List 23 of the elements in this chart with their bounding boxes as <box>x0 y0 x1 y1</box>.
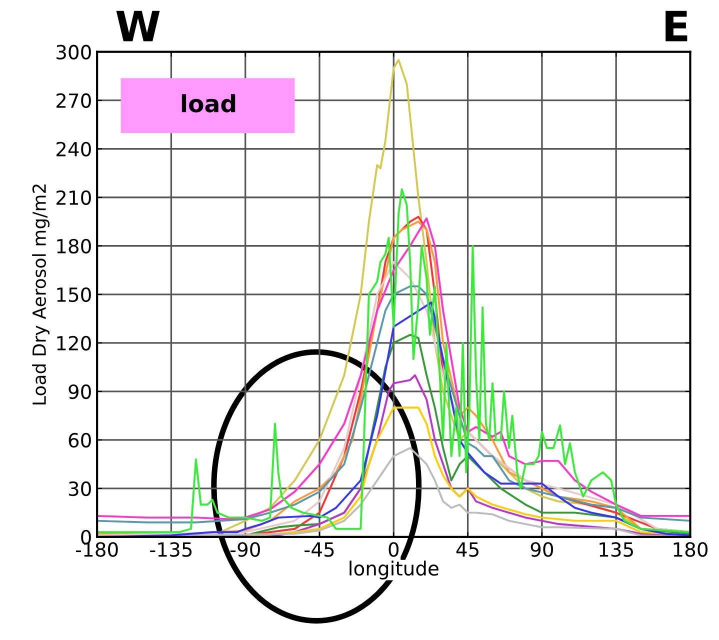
x-tick-label: 0 <box>388 542 399 557</box>
y-tick-label: 60 <box>68 432 91 448</box>
y-tick-label: 240 <box>56 142 91 157</box>
y-tick-label: 300 <box>56 44 91 60</box>
y-tick-label: 120 <box>57 336 91 351</box>
y-tick-label: 90 <box>68 384 91 400</box>
y-tick-label: 270 <box>56 93 91 108</box>
x-tick-label: 90 <box>530 542 554 557</box>
y-tick-label: 180 <box>57 238 91 254</box>
x-tick-label: 135 <box>600 542 633 557</box>
x-tick-label: 45 <box>456 542 478 557</box>
x-tick-label: -45 <box>304 542 334 557</box>
text: E <box>666 10 688 42</box>
x-axis-title: longitude <box>350 560 438 580</box>
annotation: load <box>182 94 236 112</box>
text: W <box>116 10 160 42</box>
y-tick-label: 210 <box>56 190 91 206</box>
y-tick-label: 30 <box>68 481 91 496</box>
x-tick-label: -135 <box>150 542 192 557</box>
x-tick-label: 180 <box>674 542 708 557</box>
x-tick-label: -90 <box>230 542 260 557</box>
y-axis-title: Load Dry Aerosol mg/m2 <box>32 184 50 404</box>
y-tick-label: 150 <box>57 287 91 302</box>
